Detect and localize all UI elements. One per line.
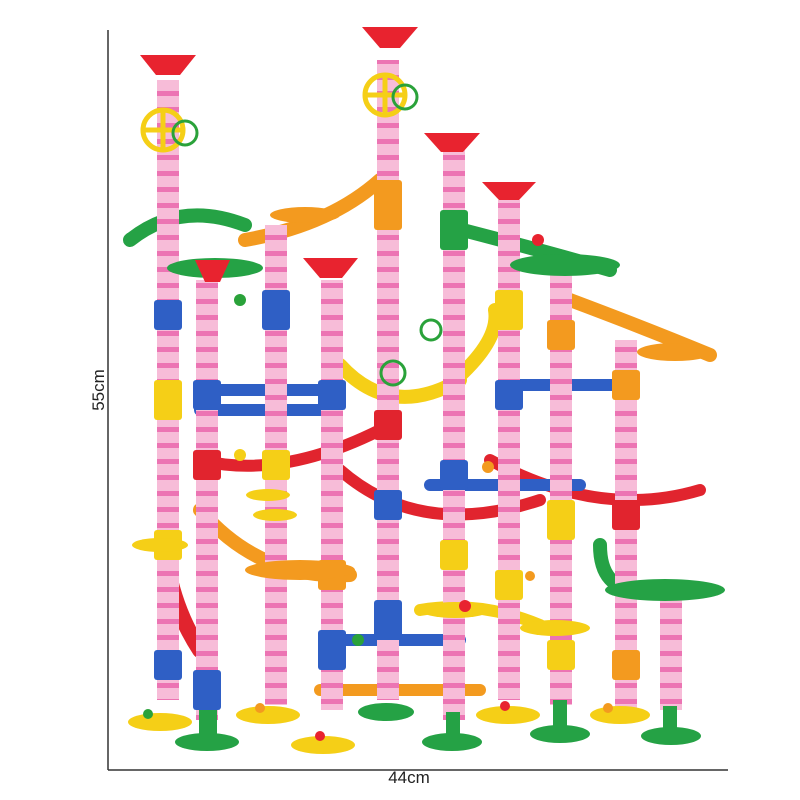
marbles [143, 234, 613, 741]
dimension-lines [107, 30, 728, 771]
height-dimension-label: 55cm [88, 369, 108, 411]
spinners [171, 83, 443, 387]
width-dimension-label: 44cm [388, 768, 430, 787]
connectors [154, 180, 640, 710]
water-wheels [140, 72, 408, 153]
bases [128, 700, 701, 754]
funnels [140, 27, 536, 282]
